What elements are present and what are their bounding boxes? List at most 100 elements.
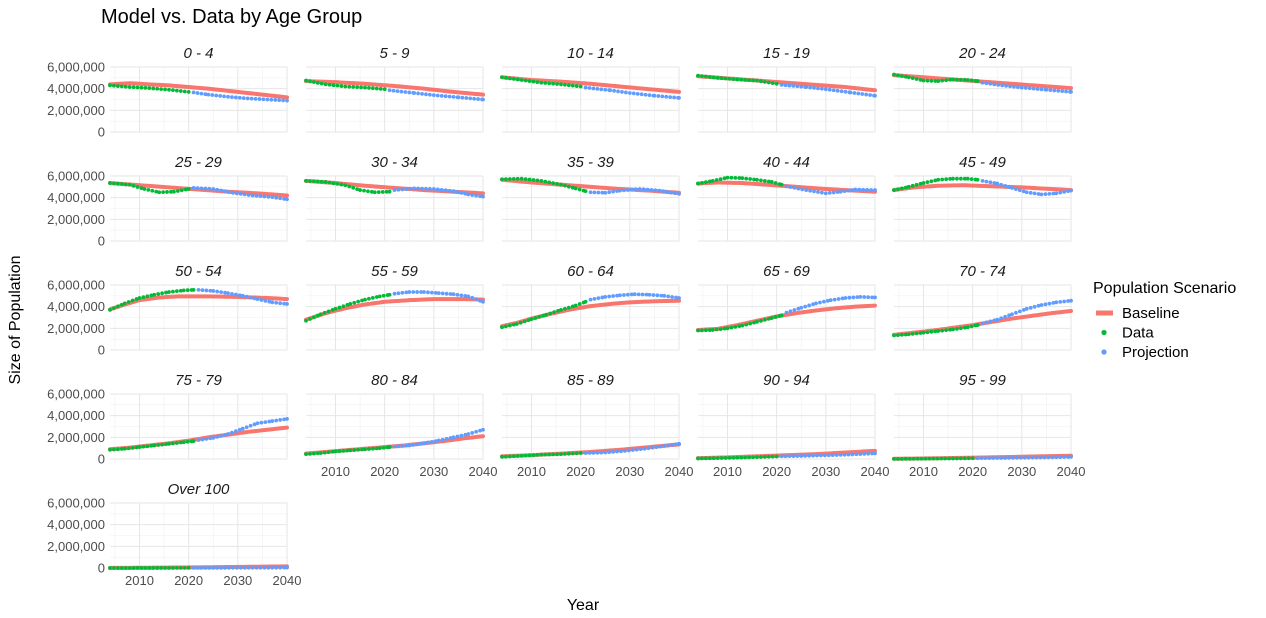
x-tick-label: 2040 bbox=[273, 573, 302, 588]
data-point bbox=[925, 78, 930, 83]
data-point bbox=[178, 89, 183, 93]
facet-panel: 30 - 34 bbox=[304, 154, 485, 242]
projection-point bbox=[853, 187, 858, 192]
projection-point bbox=[866, 451, 871, 456]
projection-point bbox=[470, 295, 475, 300]
data-point bbox=[715, 456, 720, 461]
projection-point bbox=[984, 81, 989, 86]
data-point bbox=[139, 186, 144, 191]
data-point bbox=[331, 181, 336, 186]
projection-point bbox=[999, 456, 1004, 460]
projection-point bbox=[219, 565, 224, 570]
projection-point bbox=[873, 188, 877, 192]
projection-point bbox=[456, 95, 461, 100]
projection-point bbox=[234, 191, 239, 196]
projection-point bbox=[242, 192, 247, 197]
projection-point bbox=[191, 186, 196, 190]
projection-point bbox=[274, 565, 279, 570]
projection-point bbox=[596, 190, 601, 195]
projection-point bbox=[396, 187, 401, 192]
data-point bbox=[543, 452, 548, 457]
projection-point bbox=[1017, 309, 1022, 314]
facet-panel: 75 - 79 0 2,000,000 4,000,000 6,000,000 bbox=[47, 372, 289, 467]
projection-point bbox=[433, 291, 438, 295]
data-point bbox=[766, 316, 771, 321]
data-point bbox=[370, 446, 375, 451]
data-point bbox=[940, 177, 945, 182]
y-tick-label: 2,000,000 bbox=[47, 430, 105, 445]
data-point bbox=[718, 177, 723, 182]
projection-point bbox=[625, 188, 630, 192]
data-point bbox=[903, 456, 908, 461]
x-tick-label: 2020 bbox=[370, 464, 399, 479]
data-point bbox=[727, 455, 732, 460]
data-point bbox=[740, 176, 745, 181]
facet-label: 40 - 44 bbox=[763, 154, 810, 171]
projection-point bbox=[1008, 84, 1012, 89]
projection-point bbox=[992, 318, 997, 323]
projection-point bbox=[237, 293, 242, 298]
x-tick-label: 2020 bbox=[958, 464, 987, 479]
data-point bbox=[975, 323, 980, 327]
x-tick-label: 2010 bbox=[713, 464, 742, 479]
data-point bbox=[333, 449, 338, 454]
data-point bbox=[108, 447, 112, 452]
projection-point bbox=[1062, 189, 1067, 194]
data-point bbox=[139, 85, 144, 90]
projection-point bbox=[468, 96, 473, 101]
projection-point bbox=[282, 565, 286, 570]
data-point bbox=[551, 452, 556, 457]
data-point bbox=[174, 289, 179, 294]
facet-label: 80 - 84 bbox=[371, 372, 418, 389]
projection-point bbox=[788, 309, 793, 314]
data-point bbox=[526, 318, 531, 322]
projection-point bbox=[223, 189, 227, 194]
data-point bbox=[304, 78, 308, 83]
projection-point bbox=[612, 88, 616, 93]
projection-point bbox=[227, 190, 231, 194]
data-point bbox=[333, 306, 338, 311]
projection-point bbox=[240, 293, 245, 298]
data-point bbox=[131, 566, 136, 570]
projection-point bbox=[262, 565, 267, 570]
projection-point bbox=[214, 93, 219, 98]
data-point bbox=[507, 454, 512, 459]
data-point bbox=[755, 177, 759, 182]
data-point bbox=[315, 179, 320, 184]
projection-point bbox=[975, 456, 980, 461]
data-point bbox=[381, 445, 386, 450]
projection-point bbox=[826, 453, 831, 458]
projection-point bbox=[627, 91, 632, 95]
projection-point bbox=[436, 438, 441, 443]
data-point bbox=[936, 79, 941, 83]
projection-point bbox=[984, 320, 989, 325]
data-point bbox=[944, 78, 949, 83]
data-point bbox=[119, 84, 124, 89]
data-point bbox=[160, 442, 165, 447]
data-point bbox=[965, 325, 970, 330]
projection-point bbox=[865, 187, 870, 192]
data-point bbox=[696, 181, 700, 186]
facet-label: 55 - 59 bbox=[371, 263, 418, 280]
data-point bbox=[773, 181, 778, 185]
data-point bbox=[369, 189, 374, 194]
data-point bbox=[779, 313, 784, 318]
data-point bbox=[739, 455, 744, 460]
data-point bbox=[563, 306, 567, 311]
projection-point bbox=[248, 295, 253, 300]
projection-point bbox=[1014, 187, 1018, 191]
projection-point bbox=[1021, 308, 1026, 312]
data-point bbox=[518, 320, 523, 325]
data-point bbox=[951, 327, 955, 332]
data-point bbox=[126, 300, 131, 304]
facet-panel: 15 - 19 bbox=[696, 45, 877, 133]
data-point bbox=[537, 314, 542, 319]
data-point bbox=[940, 78, 945, 83]
projection-point bbox=[861, 187, 866, 192]
data-point bbox=[710, 178, 715, 183]
projection-point bbox=[834, 453, 839, 457]
projection-point bbox=[191, 565, 196, 570]
data-point bbox=[733, 176, 738, 180]
data-point bbox=[535, 452, 540, 457]
data-point bbox=[115, 84, 120, 88]
